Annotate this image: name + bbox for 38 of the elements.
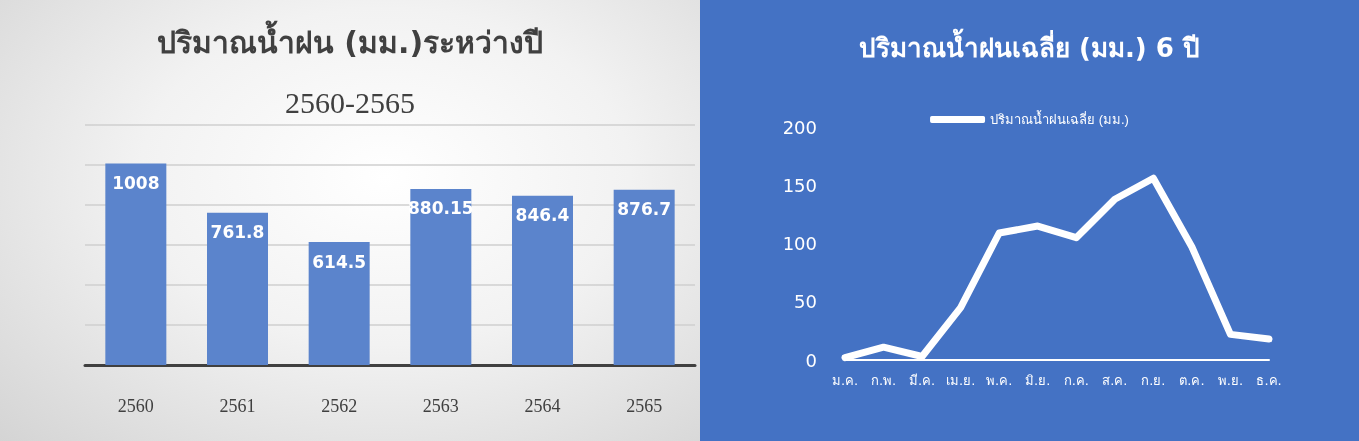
x-tick-label: ต.ค. [1179, 373, 1205, 388]
x-tick-label: ส.ค. [1102, 373, 1128, 388]
y-tick-label: 150 [782, 174, 817, 196]
x-tick-label: ธ.ค. [1256, 373, 1282, 388]
data-label: 1008 [112, 172, 160, 193]
data-label: 846.4 [515, 205, 570, 226]
data-label: 761.8 [210, 222, 265, 243]
y-tick-label: 50 [794, 291, 817, 313]
x-tick-label: มิ.ย. [1025, 373, 1051, 388]
x-tick-label: เม.ย. [946, 373, 976, 388]
x-tick-label: 2564 [524, 396, 561, 416]
x-tick-label: 2561 [219, 396, 256, 416]
x-tick-label: พ.ย. [1217, 373, 1244, 388]
bar [207, 212, 268, 365]
x-tick-label: ก.ย. [1141, 373, 1166, 388]
data-label: 876.7 [617, 199, 672, 220]
x-tick-label: 2563 [422, 396, 459, 416]
legend-label: ปริมาณน้ำฝนเฉลี่ย (มม.) [990, 110, 1129, 127]
data-label: 614.5 [312, 251, 367, 272]
x-tick-label: 2565 [626, 396, 663, 416]
x-tick-label: 2562 [321, 396, 358, 416]
y-tick-label: 0 [805, 349, 817, 371]
x-tick-label: ม.ค. [831, 373, 859, 388]
bar [410, 188, 472, 365]
bar [512, 195, 573, 365]
bar [105, 163, 167, 365]
y-tick-label: 100 [782, 233, 817, 254]
y-tick-label: 200 [782, 116, 817, 138]
x-tick-label: พ.ค. [986, 373, 1013, 388]
bar [308, 242, 370, 365]
x-tick-label: ก.ค. [1063, 373, 1089, 388]
chart-title: ปริมาณน้ำฝนเฉลี่ย (มม.) 6 ปี [859, 28, 1200, 63]
chart-subtitle: 2560-2565 [285, 85, 415, 119]
x-tick-label: มี.ค. [908, 373, 936, 388]
x-tick-label: 2560 [117, 396, 154, 416]
bar [613, 189, 675, 365]
x-tick-label: ก.พ. [870, 373, 897, 388]
chart-title: ปริมาณน้ำฝน (มม.)ระหว่างปี [156, 19, 544, 60]
